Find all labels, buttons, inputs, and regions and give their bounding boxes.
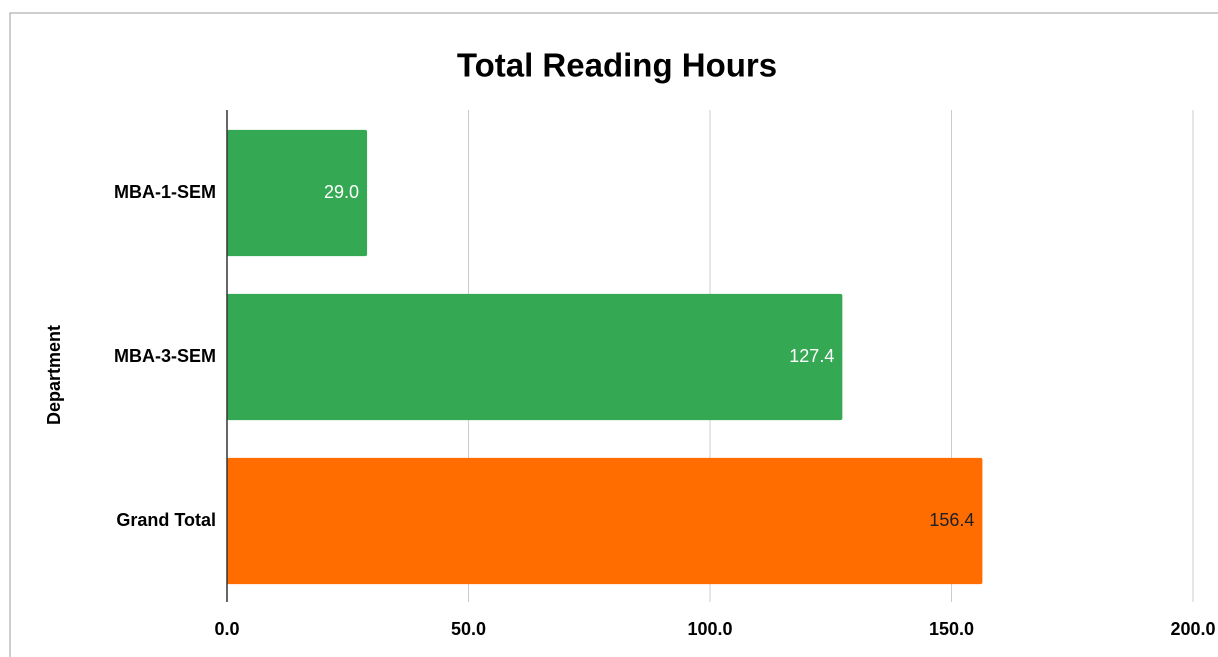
- y-tick-label: MBA-1-SEM: [114, 182, 216, 202]
- bar: [227, 293, 843, 421]
- data-label: 127.4: [789, 346, 834, 366]
- chart-title: Total Reading Hours: [457, 47, 777, 84]
- x-tick-label: 200.0: [1170, 619, 1215, 639]
- x-tick-label: 0.0: [214, 619, 239, 639]
- y-tick-label: Grand Total: [116, 510, 216, 530]
- y-axis-label: Department: [44, 325, 64, 425]
- x-tick-label: 50.0: [451, 619, 486, 639]
- bar: [227, 129, 368, 257]
- bar: [227, 457, 983, 585]
- data-label: 29.0: [324, 182, 359, 202]
- x-tick-label: 100.0: [687, 619, 732, 639]
- x-tick-label: 150.0: [929, 619, 974, 639]
- y-tick-label: MBA-3-SEM: [114, 346, 216, 366]
- data-label: 156.4: [929, 510, 974, 530]
